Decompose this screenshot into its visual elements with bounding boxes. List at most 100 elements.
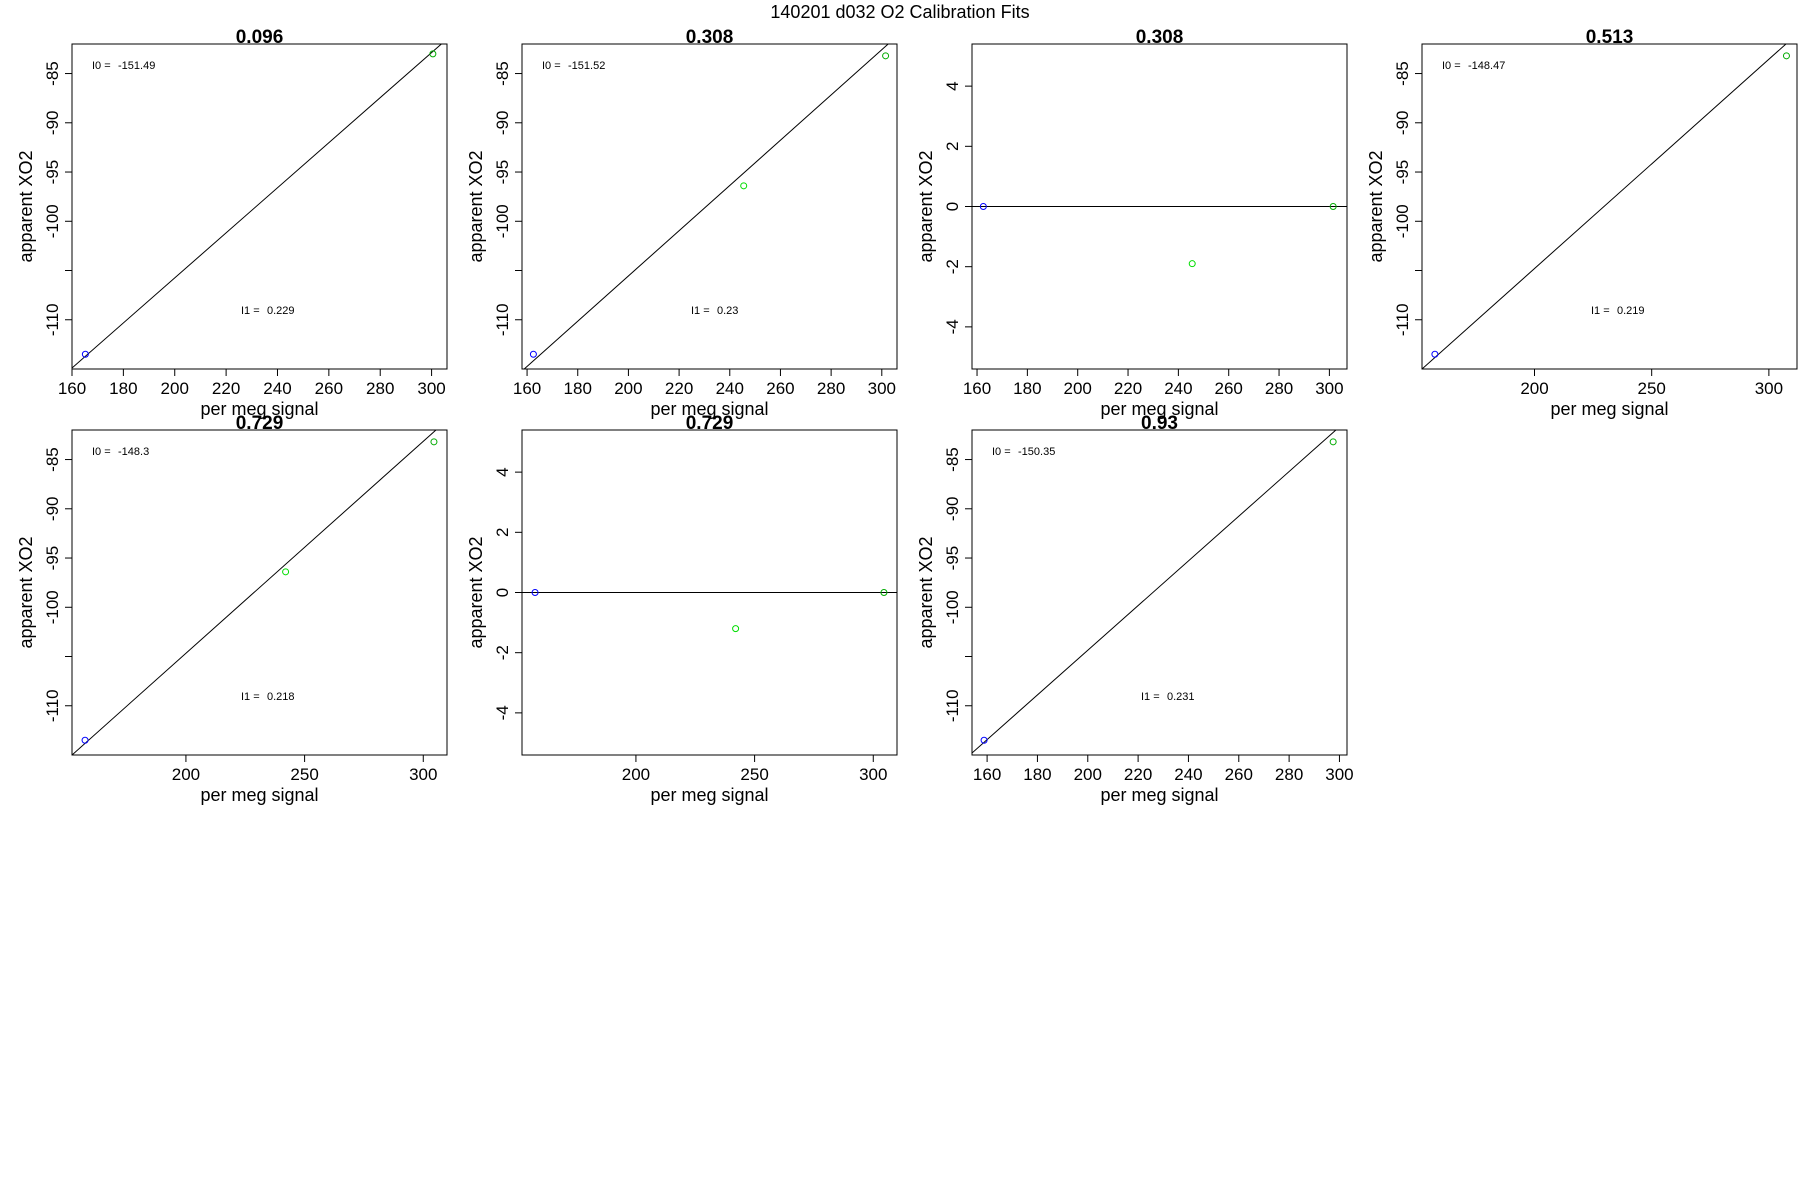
intercept-label: I0 = <box>542 60 561 72</box>
y-tick-label: 2 <box>493 528 512 537</box>
x-tick-label: 300 <box>1755 379 1783 398</box>
intercept-value: -150.35 <box>1018 446 1055 458</box>
x-tick-label: 250 <box>1638 379 1666 398</box>
x-axis-label: per meg signal <box>200 785 318 805</box>
y-tick-label: -95 <box>43 160 62 185</box>
intercept-annotation: I0 = -150.35 <box>992 446 1055 458</box>
slope-label: I1 = <box>1591 305 1610 317</box>
x-tick-label: 200 <box>1064 379 1092 398</box>
x-tick-label: 200 <box>172 765 200 784</box>
fit-line <box>523 44 889 369</box>
x-tick-label: 240 <box>1174 765 1202 784</box>
panel-title: 0.096 <box>236 27 284 48</box>
y-axis-label: apparent XO2 <box>916 536 936 648</box>
slope-label: I1 = <box>241 691 260 703</box>
x-axis-label: per meg signal <box>200 399 318 419</box>
intercept-label: I0 = <box>92 446 111 458</box>
y-axis-label: apparent XO2 <box>16 536 36 648</box>
y-tick-label: 2 <box>943 142 962 151</box>
y-tick-label: -90 <box>43 110 62 135</box>
panel-title: 0.513 <box>1586 27 1634 48</box>
x-tick-label: 180 <box>564 379 592 398</box>
x-tick-label: 280 <box>1275 765 1303 784</box>
panel-title: 0.729 <box>236 413 284 434</box>
y-tick-label: -100 <box>1393 204 1412 238</box>
x-tick-label: 300 <box>1325 765 1353 784</box>
x-tick-label: 160 <box>58 379 86 398</box>
y-tick-label: -100 <box>43 204 62 238</box>
data-point <box>529 350 537 358</box>
x-axis-label: per meg signal <box>1550 399 1668 419</box>
x-tick-label: 260 <box>315 379 343 398</box>
y-tick-label: -95 <box>43 546 62 571</box>
x-tick-label: 200 <box>161 379 189 398</box>
y-tick-label: 0 <box>493 588 512 597</box>
intercept-value: -148.47 <box>1468 60 1505 72</box>
y-tick-label: -95 <box>943 546 962 571</box>
x-tick-label: 240 <box>263 379 291 398</box>
x-axis-label: per meg signal <box>1100 785 1218 805</box>
data-point <box>732 625 740 633</box>
figure-title: 140201 d032 O2 Calibration Fits <box>770 2 1029 22</box>
slope-value: 0.23 <box>717 305 738 317</box>
data-point <box>1188 260 1196 268</box>
x-tick-label: 260 <box>1215 379 1243 398</box>
fit-line <box>972 430 1337 754</box>
data-point <box>980 736 988 744</box>
y-tick-label: -2 <box>943 259 962 274</box>
y-tick-label: -4 <box>493 705 512 720</box>
x-tick-label: 260 <box>766 379 794 398</box>
data-point <box>882 52 890 60</box>
data-point <box>1329 203 1337 210</box>
y-tick-label: -110 <box>43 303 62 336</box>
x-tick-label: 220 <box>1114 379 1142 398</box>
intercept-value: -148.3 <box>118 446 149 458</box>
y-tick-label: -85 <box>43 61 62 86</box>
data-point <box>880 589 888 596</box>
x-tick-label: 160 <box>963 379 991 398</box>
y-axis-label: apparent XO2 <box>466 150 486 262</box>
y-tick-label: 4 <box>493 467 512 476</box>
x-tick-label: 160 <box>513 379 541 398</box>
x-tick-label: 180 <box>1013 379 1041 398</box>
x-tick-label: 200 <box>622 765 650 784</box>
y-tick-label: -110 <box>1393 303 1412 336</box>
slope-value: 0.229 <box>267 305 295 317</box>
plot-frame <box>71 429 448 756</box>
slope-annotation: I1 = 0.218 <box>241 691 295 703</box>
data-point <box>531 589 539 596</box>
data-point <box>81 350 89 358</box>
y-tick-label: -90 <box>493 110 512 135</box>
intercept-label: I0 = <box>1442 60 1461 72</box>
intercept-annotation: I0 = -151.49 <box>92 60 155 72</box>
intercept-value: -151.49 <box>118 60 155 72</box>
x-tick-label: 300 <box>409 765 437 784</box>
data-point <box>430 438 438 446</box>
x-tick-label: 180 <box>109 379 137 398</box>
slope-label: I1 = <box>1141 691 1160 703</box>
panel-title: 0.729 <box>686 413 734 434</box>
y-tick-label: -110 <box>493 303 512 336</box>
panel-5: 0.729 200 250 300 -85 -90 -95 -100 -110 per meg s… <box>16 413 448 805</box>
panel-6: 0.729 200 250 300 4 2 0 -2 -4 per meg signal appar… <box>466 413 898 805</box>
data-point <box>1431 350 1439 358</box>
y-tick-label: 0 <box>943 202 962 211</box>
data-point <box>81 736 89 744</box>
y-tick-label: -90 <box>943 496 962 521</box>
data-point <box>1329 438 1337 446</box>
y-tick-label: -2 <box>493 645 512 660</box>
x-tick-label: 220 <box>212 379 240 398</box>
panel-title: 0.308 <box>1136 27 1184 48</box>
data-point <box>429 50 437 58</box>
intercept-annotation: I0 = -151.52 <box>542 60 605 72</box>
x-tick-label: 300 <box>1315 379 1343 398</box>
x-tick-label: 300 <box>417 379 445 398</box>
intercept-annotation: I0 = -148.47 <box>1442 60 1505 72</box>
y-tick-label: -85 <box>943 447 962 472</box>
plot-frame <box>1421 43 1798 370</box>
x-tick-label: 200 <box>1074 765 1102 784</box>
x-tick-label: 280 <box>1265 379 1293 398</box>
